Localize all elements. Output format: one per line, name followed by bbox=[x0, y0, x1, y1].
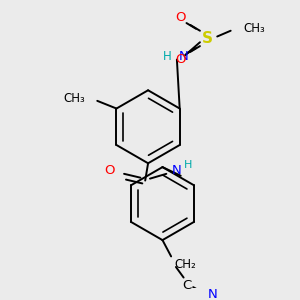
Text: N: N bbox=[179, 50, 189, 63]
Text: O: O bbox=[104, 164, 115, 177]
Text: N: N bbox=[172, 164, 182, 177]
Text: O: O bbox=[176, 53, 186, 66]
Text: CH₃: CH₃ bbox=[243, 22, 265, 35]
Text: C: C bbox=[182, 279, 191, 292]
Text: H: H bbox=[184, 160, 192, 170]
Text: N: N bbox=[208, 288, 217, 300]
Text: CH₃: CH₃ bbox=[63, 92, 85, 105]
Text: H: H bbox=[163, 50, 172, 63]
Text: CH₂: CH₂ bbox=[174, 258, 196, 271]
Text: S: S bbox=[202, 31, 213, 46]
Text: O: O bbox=[176, 11, 186, 24]
